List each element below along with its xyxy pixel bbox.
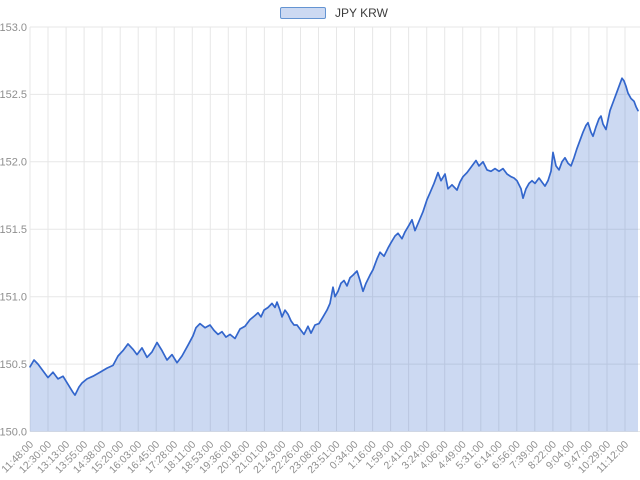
- series-line: [29, 77, 639, 396]
- y-tick-label: 153.0: [0, 22, 27, 34]
- y-tick-label: 150.5: [0, 359, 27, 371]
- legend-swatch: [280, 7, 327, 19]
- legend-label: JPY KRW: [335, 6, 388, 20]
- legend: JPY KRW: [30, 4, 638, 22]
- y-tick-label: 152.5: [0, 89, 27, 101]
- y-tick-label: 151.5: [0, 224, 27, 236]
- y-tick-label: 152.0: [0, 157, 27, 169]
- legend-item-jpy-krw[interactable]: JPY KRW: [280, 4, 388, 22]
- y-tick-label: 150.0: [0, 426, 27, 438]
- area-fill: [30, 78, 638, 432]
- y-tick-label: 151.0: [0, 292, 27, 304]
